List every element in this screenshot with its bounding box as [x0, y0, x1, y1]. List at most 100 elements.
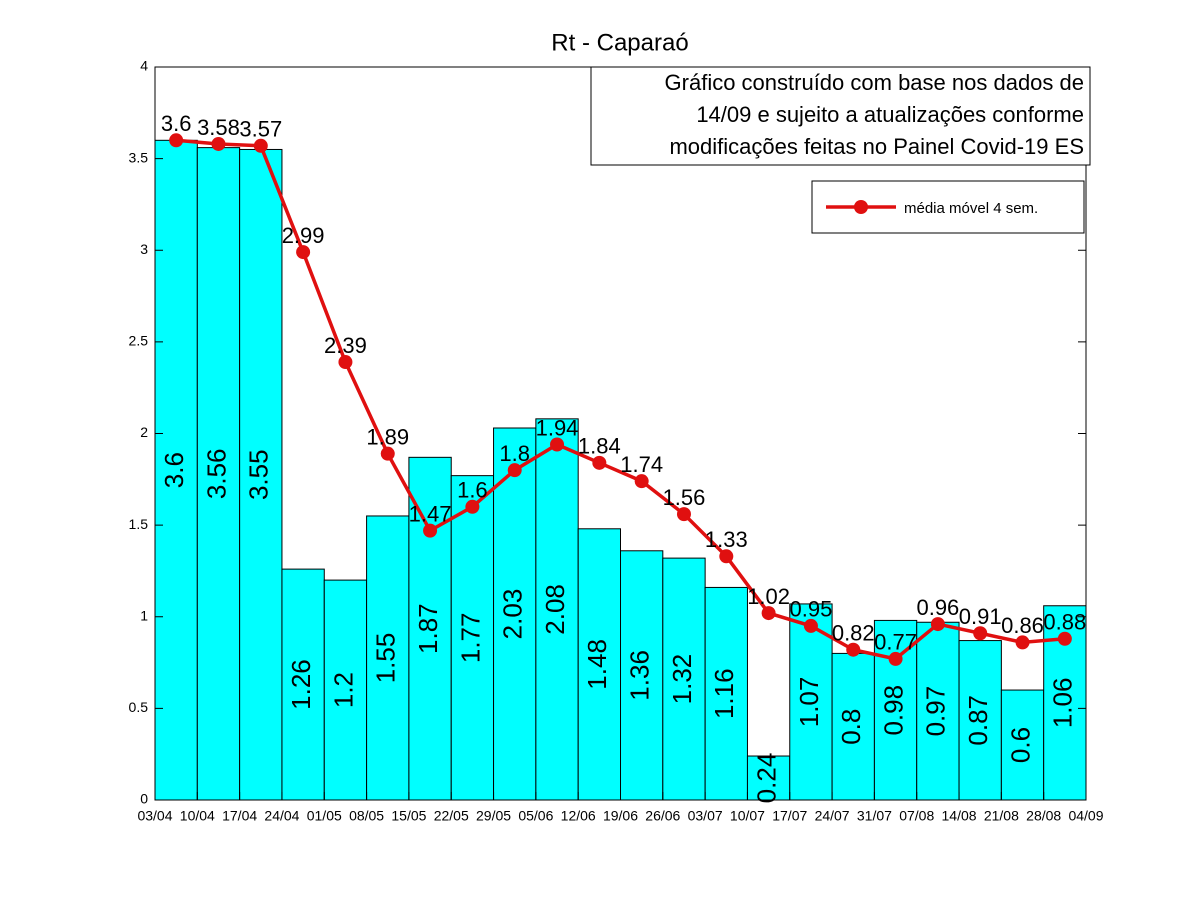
bar [450, 475, 495, 801]
bar-label: 0.87 [963, 695, 993, 746]
bar [916, 621, 960, 801]
x-tick-label: 19/06 [603, 808, 638, 824]
y-tick-label: 0.5 [129, 699, 149, 715]
bar [239, 148, 283, 801]
point-label: 1.94 [536, 415, 579, 440]
marker [676, 507, 691, 522]
marker [719, 549, 734, 564]
x-tick-label: 31/07 [857, 808, 892, 824]
marker [507, 463, 522, 478]
point-label: 1.6 [457, 478, 488, 503]
bar-label: 0.6 [1005, 727, 1035, 763]
marker [423, 523, 438, 538]
annotation-box [590, 66, 1091, 166]
point-label: 1.33 [705, 527, 748, 552]
point-label: 3.6 [161, 111, 192, 136]
bar-label: 0.97 [921, 686, 951, 737]
bar [535, 418, 579, 801]
bar-label: 2.08 [540, 584, 570, 635]
y-tick-label: 1 [140, 607, 148, 623]
x-tick-label: 05/06 [518, 808, 553, 824]
x-tick-label: 26/06 [645, 808, 680, 824]
point-label: 1.84 [578, 434, 621, 459]
point-label: 1.8 [499, 441, 530, 466]
x-tick-label: 29/05 [476, 808, 511, 824]
bar-label: 1.55 [371, 633, 401, 684]
marker [296, 245, 311, 260]
marker [761, 606, 776, 621]
bar [831, 652, 875, 801]
y-tick-label: 3.5 [129, 149, 149, 165]
marker [634, 474, 649, 489]
marker [803, 618, 818, 633]
point-label: 0.95 [790, 597, 833, 622]
bar-label: 1.77 [455, 613, 485, 664]
bar-label: 3.6 [159, 452, 189, 488]
bar-label: 1.07 [794, 677, 824, 728]
annotation-line: Gráfico construído com base nos dados de [665, 70, 1084, 95]
x-tick-label: 03/04 [137, 808, 172, 824]
y-tick-label: 2.5 [129, 333, 149, 349]
bar-label: 1.87 [413, 603, 443, 654]
marker [846, 642, 861, 657]
x-tick-label: 14/08 [942, 808, 977, 824]
point-label: 0.86 [1001, 613, 1044, 638]
bar [408, 456, 452, 801]
x-tick-label: 08/05 [349, 808, 384, 824]
bar [493, 427, 537, 801]
marker [550, 437, 565, 452]
y-tick-label: 0 [140, 791, 148, 807]
point-label: 3.58 [197, 115, 240, 140]
bar [704, 586, 748, 801]
point-label: 1.89 [366, 424, 409, 449]
marker [592, 455, 607, 470]
x-tick-label: 17/07 [772, 808, 807, 824]
x-tick-label: 12/06 [561, 808, 596, 824]
y-tick-label: 3 [140, 241, 148, 257]
x-tick-label: 03/07 [688, 808, 723, 824]
bar [746, 755, 791, 801]
point-label: 2.99 [282, 223, 325, 248]
bar-label: 0.24 [751, 753, 781, 804]
point-label: 1.56 [663, 485, 706, 510]
x-tick-label: 22/05 [434, 808, 469, 824]
legend-marker [854, 200, 868, 214]
x-tick-label: 10/04 [180, 808, 215, 824]
bar-label: 3.55 [244, 449, 274, 500]
x-tick-label: 15/05 [391, 808, 426, 824]
x-tick-label: 21/08 [984, 808, 1019, 824]
chart-title: Rt - Caparaó [551, 29, 688, 56]
marker [253, 138, 268, 153]
bar [873, 619, 918, 801]
bar-label: 1.26 [286, 659, 316, 710]
legend-label: média móvel 4 sem. [904, 200, 1038, 217]
x-tick-label: 24/07 [815, 808, 850, 824]
annotation-line: 14/09 e sujeito a atualizações conforme [696, 102, 1084, 127]
bar-label: 3.56 [201, 449, 231, 500]
bar-label: 2.03 [498, 589, 528, 640]
y-tick-label: 2 [140, 424, 148, 440]
x-tick-label: 17/04 [222, 808, 257, 824]
point-label: 2.39 [324, 333, 367, 358]
y-tick-label: 4 [140, 58, 148, 74]
marker [211, 136, 226, 151]
x-tick-label: 04/09 [1068, 808, 1103, 824]
bar [1000, 689, 1045, 801]
line [176, 138, 1065, 661]
bar-label: 1.2 [328, 672, 358, 708]
point-label: 0.88 [1043, 610, 1086, 635]
point-label: 1.74 [620, 452, 663, 477]
point-label: 1.02 [747, 584, 790, 609]
point-label: 0.77 [874, 630, 917, 655]
bar-label: 1.48 [582, 639, 612, 690]
point-label: 0.96 [916, 595, 959, 620]
marker [1057, 631, 1072, 646]
bar-label: 1.32 [667, 654, 697, 705]
x-tick-label: 24/04 [264, 808, 299, 824]
marker [973, 626, 988, 641]
point-label: 0.91 [959, 604, 1002, 629]
point-label: 3.57 [239, 117, 282, 142]
marker [338, 355, 353, 370]
point-label: 1.47 [409, 501, 452, 526]
